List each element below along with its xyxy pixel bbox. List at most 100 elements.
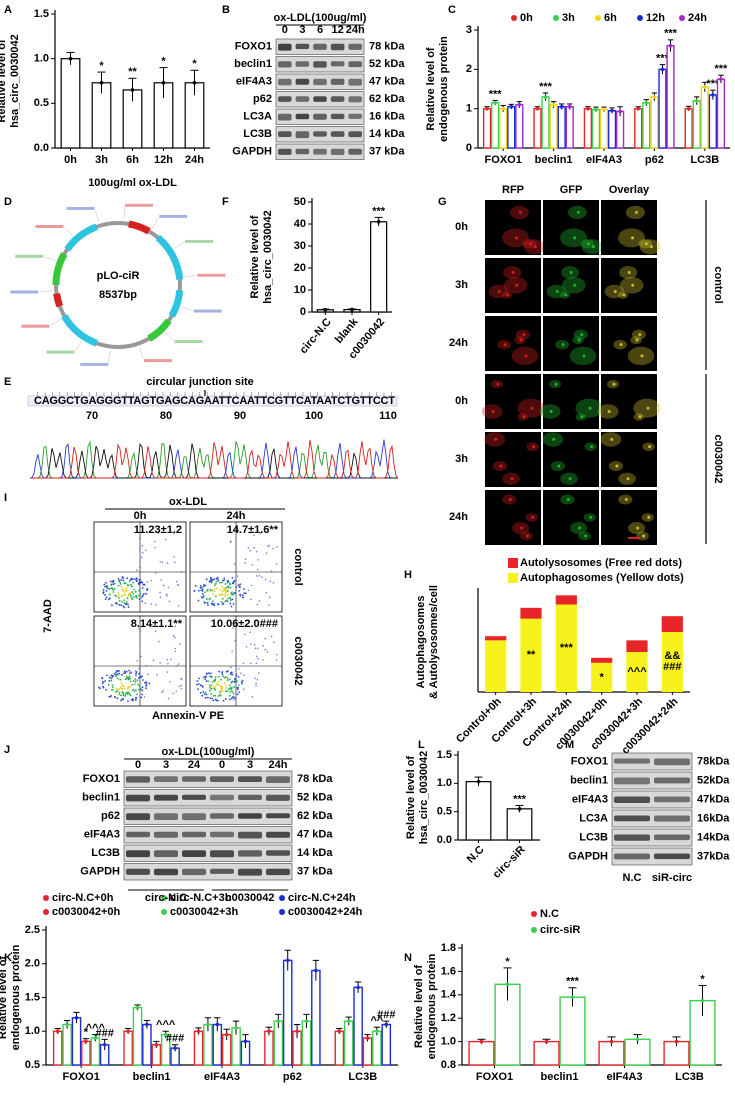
mean-dot (99, 80, 104, 85)
significance: *** (706, 78, 720, 90)
panel-letter: N (404, 952, 412, 964)
y-tick-label: 1.4 (441, 989, 457, 1001)
event (200, 589, 203, 592)
y-axis-label: hsa_circ_0030042 (9, 34, 21, 128)
blot-band (182, 868, 206, 876)
size-label: 52kDa (697, 774, 730, 786)
event (136, 660, 139, 662)
feature-leader (51, 318, 62, 326)
event (125, 675, 128, 678)
event (249, 549, 251, 552)
puncta (580, 415, 584, 419)
event (133, 588, 136, 591)
puncta (634, 210, 638, 214)
event (219, 678, 222, 681)
blot-band (348, 43, 362, 50)
event (243, 592, 246, 595)
event (144, 549, 147, 551)
event (124, 672, 127, 674)
event (129, 594, 132, 596)
event (105, 589, 108, 592)
legend-label: Autophagosomes (Yellow dots) (520, 572, 684, 584)
lane-label: N.C (623, 872, 642, 884)
blot-band (313, 78, 327, 86)
event (111, 684, 114, 687)
event (117, 688, 119, 691)
bar (520, 607, 542, 619)
event (115, 602, 118, 604)
event (117, 578, 120, 580)
x-tick-label: eIF4A3 (606, 1071, 642, 1083)
row-label: 3h (455, 453, 468, 465)
event (166, 658, 169, 661)
y-tick-label: 0.8 (441, 1059, 456, 1071)
event (262, 645, 265, 647)
puncta (622, 293, 626, 297)
event (145, 665, 147, 667)
event (204, 584, 207, 587)
event (227, 597, 230, 600)
blot-band (614, 777, 650, 785)
mean-dot (173, 1046, 177, 1050)
event (105, 581, 107, 584)
event (230, 593, 233, 596)
event (205, 680, 208, 683)
event (225, 593, 227, 596)
event (211, 697, 214, 700)
mean-dot (145, 1022, 149, 1027)
event (225, 599, 228, 602)
puncta (612, 382, 616, 386)
significance: * (161, 56, 166, 68)
bar (615, 110, 625, 149)
blot-band (614, 853, 650, 860)
bar (700, 86, 709, 149)
event (124, 603, 127, 605)
blot-band (295, 96, 310, 102)
significance: *** (372, 205, 386, 217)
x-tick-label: p62 (645, 154, 664, 166)
event (159, 561, 162, 563)
feature-label-stub (21, 324, 50, 328)
blot-strip (611, 790, 693, 809)
event (107, 684, 110, 686)
puncta (640, 354, 644, 358)
event (172, 634, 175, 637)
size-label: 47 kDa (297, 829, 333, 841)
mean-dot (476, 779, 481, 784)
event (201, 590, 204, 592)
event (227, 593, 229, 596)
event (170, 658, 172, 661)
significance: ** (527, 649, 536, 661)
significance: *** (539, 81, 553, 93)
event (105, 688, 107, 691)
event (122, 589, 125, 592)
micrograph (543, 200, 599, 255)
event (121, 688, 124, 690)
event (232, 593, 235, 596)
event (103, 583, 106, 586)
y-tick-label: 0.0 (34, 142, 49, 154)
legend-marker (43, 895, 49, 901)
event (199, 584, 202, 587)
puncta (619, 343, 623, 347)
event (255, 684, 257, 687)
size-label: 52 kDa (369, 58, 405, 70)
mean-dot (295, 1029, 299, 1034)
y-axis-label: endogenous protein (438, 36, 450, 142)
puncta (515, 236, 519, 240)
event (229, 598, 232, 601)
legend-label: circ-siR (540, 924, 580, 936)
blot-band (154, 794, 178, 801)
puncta (624, 497, 628, 501)
event (232, 603, 235, 605)
significance: *** (560, 642, 574, 654)
blot-band (348, 113, 362, 119)
event (257, 559, 259, 561)
puncta (648, 445, 652, 449)
event (122, 672, 125, 675)
feature-leader (183, 275, 196, 278)
event (120, 694, 122, 697)
blot-band (154, 776, 178, 783)
blot-header: ox-LDL(100ug/ml) (162, 746, 255, 758)
blot-band (330, 78, 345, 85)
